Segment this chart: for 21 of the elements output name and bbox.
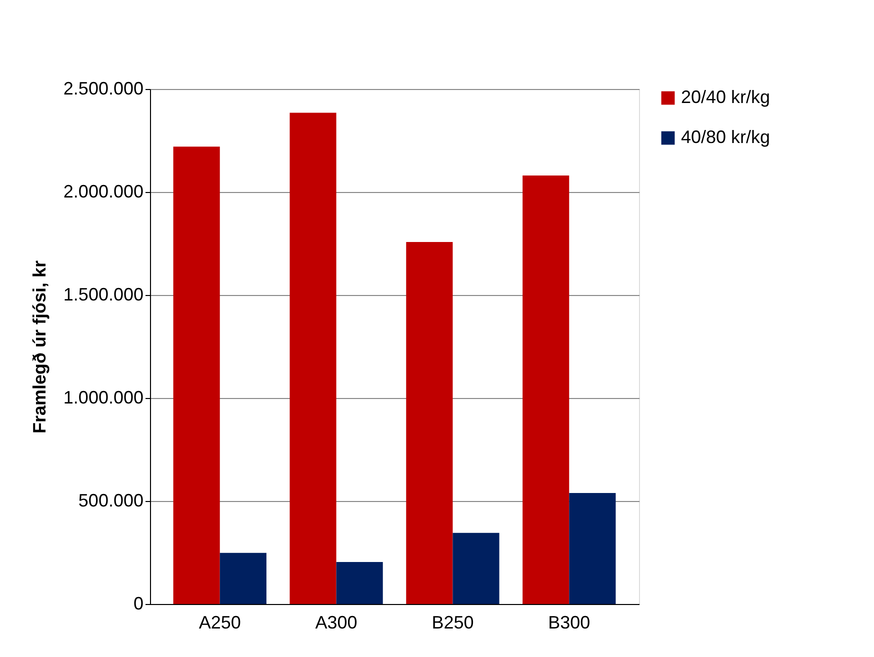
bar [220, 552, 266, 604]
legend-label: 40/80 kr/kg [681, 127, 770, 147]
x-tick-label: A250 [198, 612, 241, 632]
y-axis-title: Framlegð úr fjósi, kr [29, 260, 50, 434]
bar [452, 532, 500, 604]
x-tick-label: A300 [315, 612, 358, 632]
y-tick-label: 0 [133, 594, 144, 614]
x-tick-label: B250 [432, 612, 474, 632]
bar [522, 176, 570, 604]
y-tick-label: 2.500.000 [63, 78, 144, 98]
y-tick-label: 2.000.000 [63, 182, 144, 202]
y-tick-label: 500.000 [78, 490, 144, 510]
bar [336, 562, 383, 604]
legend-label: 20/40 kr/kg [681, 87, 770, 107]
y-tick-label: 1.500.000 [63, 284, 144, 304]
bar [406, 242, 453, 604]
y-tick-label: 1.000.000 [63, 388, 144, 408]
bar [173, 146, 220, 604]
x-tick-label: B300 [548, 612, 590, 632]
bar [290, 112, 336, 604]
bar [569, 492, 616, 604]
